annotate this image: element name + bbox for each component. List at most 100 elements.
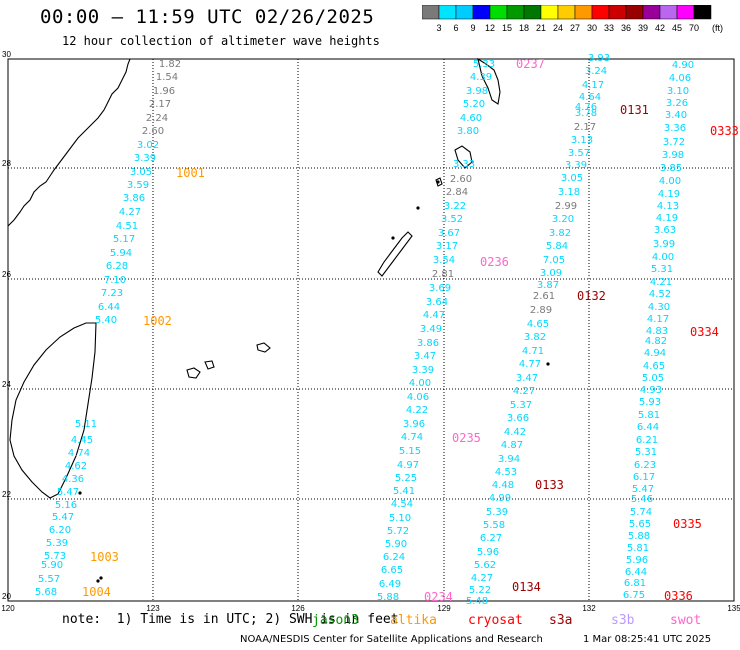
- lat-tick-label: 24: [2, 380, 11, 389]
- island-dot: [546, 362, 550, 366]
- wave-height-value: 4.48: [492, 480, 514, 491]
- wave-height-value: 2.89: [530, 305, 552, 316]
- wave-height-value: 5.16: [55, 500, 77, 511]
- wave-height-value: 4.27: [513, 386, 535, 397]
- wave-height-value: 5.68: [35, 587, 57, 598]
- wave-height-value: 6.49: [379, 579, 401, 590]
- wave-height-value: 4.97: [397, 460, 419, 471]
- wave-height-value: 3.93: [588, 53, 610, 64]
- lat-tick-label: 30: [2, 50, 11, 59]
- colorbar-label: 12: [485, 23, 495, 33]
- wave-height-value: 3.52: [441, 214, 463, 225]
- wave-height-value: 5.81: [627, 543, 649, 554]
- island-dot: [78, 491, 82, 495]
- wave-height-value: 5.88: [628, 531, 650, 542]
- footer-credit: NOAA/NESDIS Center for Satellite Applica…: [240, 634, 543, 645]
- wave-height-value: 5.65: [629, 519, 651, 530]
- wave-height-value: 3.78: [575, 108, 597, 119]
- pass-label: 0234: [424, 590, 453, 604]
- wave-height-value: 5.62: [474, 560, 496, 571]
- wave-height-value: 2.81: [432, 269, 454, 280]
- colorbar-label: 24: [553, 23, 563, 33]
- wave-height-value: 3.22: [444, 201, 466, 212]
- wave-height-value: 6.65: [381, 565, 403, 576]
- wave-height-value: 5.10: [389, 513, 411, 524]
- wave-height-value: 5.33: [473, 59, 495, 70]
- lon-tick-label: 135: [727, 604, 740, 612]
- wave-height-value: 3.86: [417, 338, 439, 349]
- wave-height-value: 3.17: [436, 241, 458, 252]
- wave-height-value: 4.82: [645, 336, 667, 347]
- wave-height-value: 6.75: [623, 590, 645, 601]
- wave-height-value: 4.00: [409, 378, 431, 389]
- wave-height-value: 5.84: [546, 241, 568, 252]
- wave-height-value: 4.17: [647, 314, 669, 325]
- colorbar-label: 15: [502, 23, 512, 33]
- colorbar-label: 33: [604, 23, 614, 33]
- wave-height-value: 5.96: [626, 555, 648, 566]
- wave-height-value: 3.96: [403, 419, 425, 430]
- wave-height-value: 5.37: [510, 400, 532, 411]
- wave-height-value: 3.13: [571, 135, 593, 146]
- wave-height-value: 3.39: [565, 160, 587, 171]
- wave-height-value: 5.41: [393, 486, 415, 497]
- map-frame: [7, 58, 735, 602]
- wave-height-value: 4.06: [407, 392, 429, 403]
- colorbar-swatch: [693, 5, 712, 20]
- island-dot: [96, 579, 100, 583]
- wave-height-value: 3.66: [507, 413, 529, 424]
- satellite-legend-s3a: s3a: [549, 613, 573, 628]
- wave-height-value: 5.39: [486, 507, 508, 518]
- wave-height-value: 2.84: [446, 187, 468, 198]
- wave-height-value: 2.17: [574, 122, 596, 133]
- wave-height-value: 4.30: [648, 302, 670, 313]
- wave-height-value: 1.54: [156, 72, 178, 83]
- wave-height-value: 3.98: [466, 86, 488, 97]
- wave-height-value: 5.47: [632, 484, 654, 495]
- colorbar-label: 70: [689, 23, 699, 33]
- coastline: [186, 367, 201, 379]
- wave-height-value: 4.19: [658, 189, 680, 200]
- wave-height-value: 6.28: [106, 261, 128, 272]
- colorbar-label: 36: [621, 23, 631, 33]
- wave-height-value: 5.31: [651, 264, 673, 275]
- wave-height-value: 6.20: [49, 525, 71, 536]
- pass-label: 0236: [480, 255, 509, 269]
- wave-height-value: 3.18: [558, 187, 580, 198]
- wave-height-value: 4.90: [672, 60, 694, 71]
- wave-height-value: 5.20: [463, 99, 485, 110]
- lat-tick-label: 26: [2, 270, 11, 279]
- wave-height-value: 5.46: [631, 494, 653, 505]
- footer-note: note: 1) Time is in UTC; 2) SWH is in fe…: [62, 612, 399, 627]
- wave-height-value: 4.27: [119, 207, 141, 218]
- wave-height-value: 5.22: [469, 585, 491, 596]
- wave-height-value: 6.44: [98, 302, 120, 313]
- wave-height-value: 3.59: [127, 180, 149, 191]
- colorbar-unit: (ft): [712, 23, 723, 33]
- lat-tick-label: 22: [2, 490, 11, 499]
- coastline: [435, 177, 443, 187]
- wave-height-value: 4.36: [62, 474, 84, 485]
- wave-height-value: 4.27: [471, 573, 493, 584]
- lat-tick-label: 28: [2, 159, 11, 168]
- wave-height-value: 3.72: [663, 137, 685, 148]
- pass-label: 0133: [535, 478, 564, 492]
- wave-height-value: 3.47: [516, 373, 538, 384]
- wave-height-value: 6.24: [383, 552, 405, 563]
- colorbar-label: 9: [470, 23, 475, 33]
- wave-height-value: 5.11: [75, 419, 97, 430]
- wave-height-value: 3.39: [412, 365, 434, 376]
- wave-height-value: 5.47: [52, 512, 74, 523]
- coastline: [256, 342, 271, 353]
- colorbar-label: 3: [436, 23, 441, 33]
- wave-height-value: 3.85: [660, 163, 682, 174]
- wave-height-value: 4.19: [656, 213, 678, 224]
- satellite-legend-altika: altika: [390, 613, 437, 628]
- island-dot: [391, 236, 395, 240]
- wave-height-value: 5.57: [38, 574, 60, 585]
- colorbar-label: 39: [638, 23, 648, 33]
- wave-height-value: 4.06: [669, 73, 691, 84]
- coastline: [7, 58, 131, 227]
- wave-height-value: 3.64: [426, 297, 448, 308]
- wave-height-value: 3.94: [498, 454, 520, 465]
